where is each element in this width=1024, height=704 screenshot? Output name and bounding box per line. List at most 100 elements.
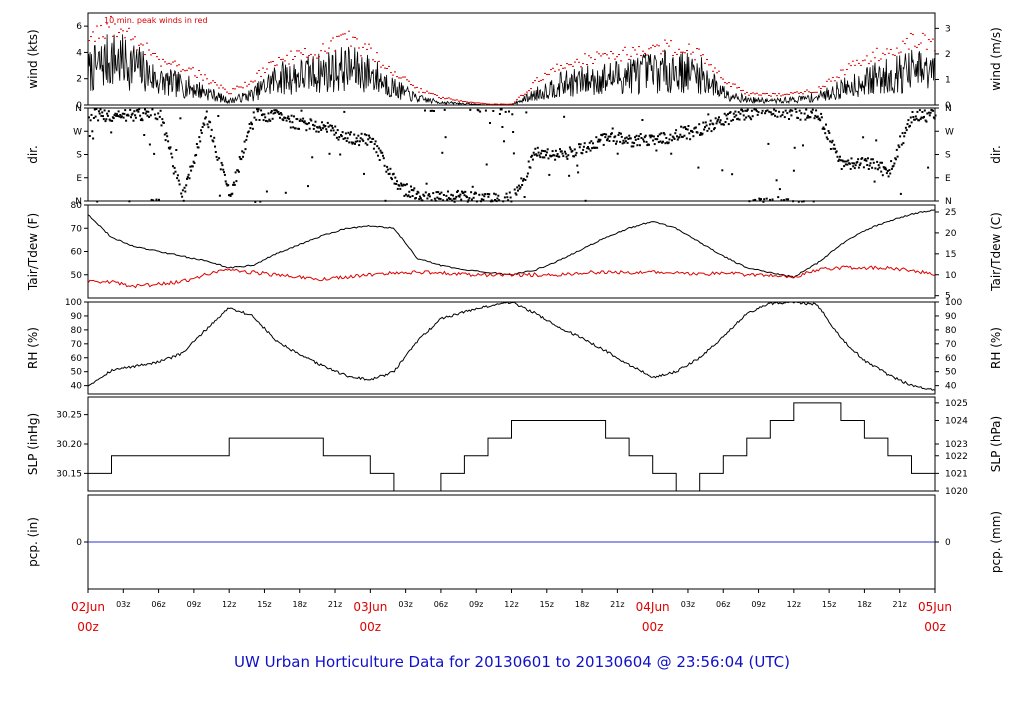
direction-point — [732, 118, 734, 121]
direction-point — [464, 190, 467, 193]
direction-point — [119, 114, 122, 116]
direction-point — [699, 133, 701, 136]
direction-point — [350, 141, 353, 144]
direction-point — [189, 165, 192, 168]
direction-point — [708, 127, 711, 130]
y-tick-label: 60 — [71, 248, 83, 258]
direction-point — [757, 111, 760, 114]
direction-point — [158, 115, 161, 118]
direction-point — [645, 140, 648, 143]
x-minor-label: 21z — [328, 600, 342, 609]
direction-point — [867, 157, 869, 160]
y-axis-label: wind (kts) — [26, 29, 40, 88]
direction-point — [802, 144, 804, 147]
peak-wind-point — [464, 101, 466, 102]
peak-wind-point — [839, 69, 842, 71]
direction-point — [899, 192, 902, 195]
peak-wind-point — [869, 60, 872, 62]
y-tick-label: 50 — [71, 271, 83, 281]
direction-point — [481, 193, 484, 196]
peak-wind-point — [126, 30, 128, 32]
direction-point — [494, 199, 496, 201]
direction-point — [382, 154, 384, 157]
peak-wind-point — [688, 43, 690, 45]
direction-point — [568, 146, 571, 149]
direction-point — [293, 115, 295, 118]
x-major-day-label: 02Jun — [71, 600, 105, 614]
direction-point — [234, 171, 237, 174]
peak-wind-point — [436, 94, 438, 96]
peak-wind-point — [274, 65, 276, 67]
direction-point — [384, 199, 387, 202]
direction-point — [225, 182, 228, 185]
direction-point — [918, 119, 921, 122]
direction-point — [432, 192, 435, 195]
direction-point — [893, 162, 896, 165]
peak-wind-point — [656, 44, 658, 46]
direction-point — [671, 139, 673, 142]
peak-wind-point — [702, 54, 704, 56]
direction-point — [838, 158, 841, 161]
peak-wind-point — [712, 70, 714, 72]
x-major-hour-label: 00z — [924, 620, 946, 634]
direction-point — [515, 193, 518, 196]
direction-point — [874, 167, 877, 170]
direction-point — [322, 124, 325, 127]
direction-point — [495, 200, 498, 203]
peak-wind-point — [819, 88, 822, 89]
peak-wind-point — [448, 97, 450, 99]
peak-wind-point — [560, 65, 562, 66]
peak-wind-point — [724, 82, 726, 84]
direction-point — [401, 184, 404, 187]
peak-wind-point — [100, 25, 102, 27]
direction-point — [709, 119, 712, 122]
direction-point — [399, 187, 402, 190]
peak-wind-point — [280, 59, 282, 61]
direction-point — [522, 178, 525, 180]
peak-wind-point — [536, 77, 538, 79]
direction-point — [731, 173, 734, 176]
direction-point — [311, 156, 314, 159]
peak-wind-point — [750, 93, 752, 95]
direction-point — [269, 119, 272, 122]
direction-point — [667, 141, 670, 144]
direction-point — [214, 151, 217, 153]
direction-point — [274, 111, 277, 114]
peak-wind-point — [90, 36, 92, 38]
direction-point — [404, 184, 407, 187]
peak-wind-point — [282, 58, 284, 60]
peak-wind-point — [600, 55, 602, 57]
peak-wind-point — [562, 67, 564, 69]
y-right-tick-label: 80 — [945, 326, 957, 336]
direction-point — [344, 137, 347, 140]
peak-wind-point — [833, 80, 836, 82]
y-axis-label: RH (%) — [26, 327, 40, 369]
peak-wind-point — [861, 60, 864, 62]
direction-point — [892, 164, 895, 167]
peak-wind-point — [668, 45, 670, 47]
direction-point — [195, 143, 198, 145]
peak-wind-point — [532, 82, 534, 84]
direction-point — [423, 194, 426, 197]
direction-point — [377, 154, 379, 157]
peak-wind-point — [378, 60, 380, 62]
direction-point — [197, 146, 200, 149]
x-minor-label: 21z — [893, 600, 907, 609]
peak-wind-point — [897, 52, 900, 54]
direction-point — [504, 110, 507, 113]
peak-wind-point — [510, 103, 512, 105]
direction-point — [326, 121, 329, 124]
peak-wind-point — [178, 64, 180, 66]
direction-point — [242, 155, 244, 158]
direction-point — [625, 136, 628, 139]
direction-point — [105, 118, 108, 121]
direction-point — [443, 108, 446, 111]
direction-point — [153, 152, 156, 155]
direction-point — [901, 132, 904, 135]
peak-wind-point — [334, 50, 336, 52]
direction-point — [512, 131, 515, 133]
wind-speed-line — [87, 34, 935, 106]
y-right-tick-label: 40 — [945, 382, 957, 392]
direction-point — [544, 150, 547, 153]
direction-point — [159, 109, 162, 112]
